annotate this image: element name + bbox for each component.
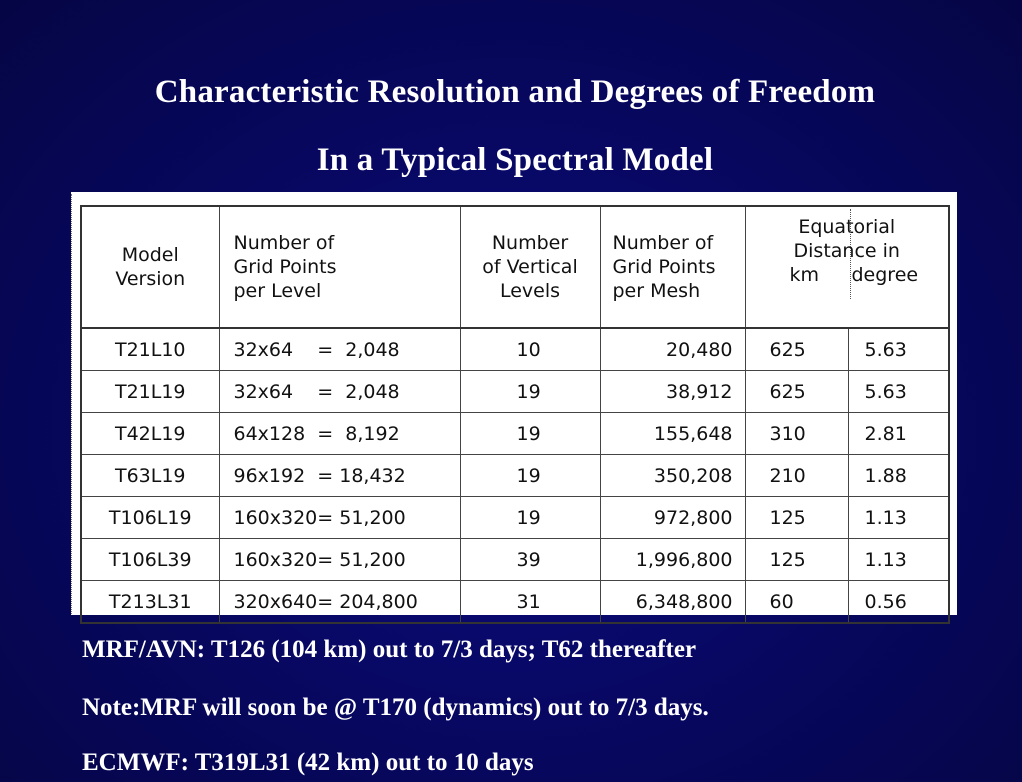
cell-vertical-levels: 19 <box>459 496 601 539</box>
note-mrf-upgrade: Note:MRF will soon be @ T170 (dynamics) … <box>82 694 709 721</box>
table-header-row: Model Version Number of Grid Points per … <box>80 205 950 329</box>
cell-distance-km: 210 <box>744 454 849 497</box>
cell-model-version: T63L19 <box>80 454 220 497</box>
cell-vertical-levels: 31 <box>459 580 601 624</box>
cell-grid-points-per-level: 32x64 = 2,048 <box>218 370 461 413</box>
header-degree: degree <box>851 264 919 286</box>
slide-subtitle: In a Typical Spectral Model <box>316 142 714 178</box>
cell-grid-points-per-mesh: 1,996,800 <box>599 538 746 581</box>
header-km: km <box>789 264 820 286</box>
cell-distance-degree: 0.56 <box>847 580 950 624</box>
cell-grid-points-per-level: 32x64 = 2,048 <box>218 327 461 371</box>
cell-grid-points-per-mesh: 155,648 <box>599 412 746 455</box>
header-equatorial-distance-label: Equatorial Distance in <box>793 216 900 262</box>
cell-model-version: T213L31 <box>80 580 220 624</box>
cell-distance-degree: 1.13 <box>847 538 950 581</box>
header-model-version: Model Version <box>80 205 220 329</box>
cell-grid-points-per-mesh: 20,480 <box>599 327 746 371</box>
table-row: T106L19 160x320= 51,200 19 972,800 125 1.13 <box>80 496 950 539</box>
cell-distance-km: 60 <box>744 580 849 624</box>
note-ecmwf: ECMWF: T319L31 (42 km) out to 10 days <box>82 749 534 776</box>
cell-distance-km: 125 <box>744 538 849 581</box>
cell-distance-degree: 1.88 <box>847 454 950 497</box>
cell-grid-points-per-level: 160x320= 51,200 <box>218 496 461 539</box>
header-equatorial-distance: Equatorial Distance in km degree <box>744 205 950 329</box>
table-row: T42L19 64x128 = 8,192 19 155,648 310 2.81 <box>80 412 950 455</box>
cell-vertical-levels: 19 <box>459 412 601 455</box>
header-grid-points-per-mesh: Number of Grid Points per Mesh <box>599 205 746 329</box>
panel-edge-divider <box>71 194 72 614</box>
cell-grid-points-per-level: 160x320= 51,200 <box>218 538 461 581</box>
table-row: T63L19 96x192 = 18,432 19 350,208 210 1.88 <box>80 454 950 497</box>
cell-vertical-levels: 39 <box>459 538 601 581</box>
cell-vertical-levels: 10 <box>459 327 601 371</box>
slide-title: Characteristic Resolution and Degrees of… <box>154 74 876 110</box>
cell-grid-points-per-mesh: 972,800 <box>599 496 746 539</box>
cell-model-version: T21L19 <box>80 370 220 413</box>
cell-grid-points-per-mesh: 350,208 <box>599 454 746 497</box>
table-row: T106L39 160x320= 51,200 39 1,996,800 125 1.13 <box>80 538 950 581</box>
cell-distance-km: 625 <box>744 370 849 413</box>
cell-grid-points-per-mesh: 6,348,800 <box>599 580 746 624</box>
cell-distance-degree: 1.13 <box>847 496 950 539</box>
table-row: T213L31 320x640= 204,800 31 6,348,800 60 0.56 <box>80 580 950 624</box>
cell-grid-points-per-level: 96x192 = 18,432 <box>218 454 461 497</box>
cell-distance-degree: 5.63 <box>847 370 950 413</box>
header-dotted-divider <box>849 209 851 299</box>
note-mrf-avn: MRF/AVN: T126 (104 km) out to 7/3 days; … <box>82 636 697 663</box>
resolution-table: Model Version Number of Grid Points per … <box>80 205 950 624</box>
table-row: T21L10 32x64 = 2,048 10 20,480 625 5.63 <box>80 327 950 371</box>
cell-grid-points-per-level: 320x640= 204,800 <box>218 580 461 624</box>
table-row: T21L19 32x64 = 2,048 19 38,912 625 5.63 <box>80 370 950 413</box>
cell-distance-km: 625 <box>744 327 849 371</box>
header-grid-points-per-level: Number of Grid Points per Level <box>218 205 461 329</box>
header-vertical-levels: Number of Vertical Levels <box>459 205 601 329</box>
cell-model-version: T42L19 <box>80 412 220 455</box>
cell-model-version: T106L39 <box>80 538 220 581</box>
cell-grid-points-per-level: 64x128 = 8,192 <box>218 412 461 455</box>
cell-distance-km: 125 <box>744 496 849 539</box>
cell-distance-degree: 5.63 <box>847 327 950 371</box>
cell-distance-degree: 2.81 <box>847 412 950 455</box>
cell-vertical-levels: 19 <box>459 454 601 497</box>
cell-grid-points-per-mesh: 38,912 <box>599 370 746 413</box>
cell-model-version: T106L19 <box>80 496 220 539</box>
cell-model-version: T21L10 <box>80 327 220 371</box>
cell-distance-km: 310 <box>744 412 849 455</box>
cell-vertical-levels: 19 <box>459 370 601 413</box>
